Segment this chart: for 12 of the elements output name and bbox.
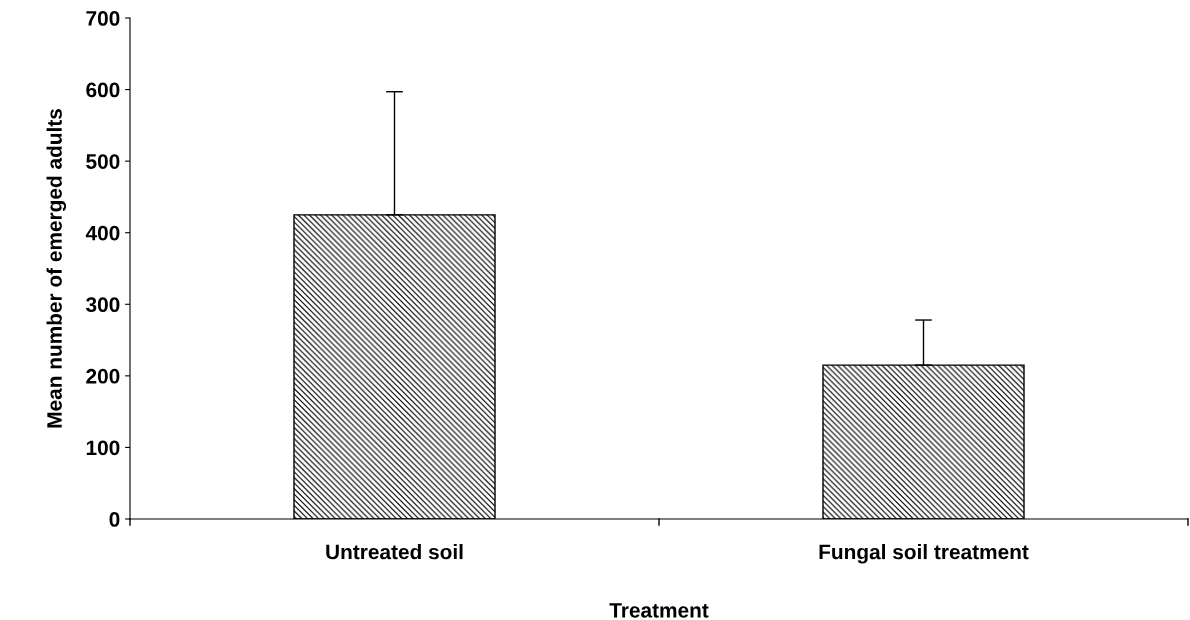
y-tick-label: 400 — [85, 225, 120, 241]
y-tick-label: 200 — [86, 368, 120, 384]
y-tick-label: 700 — [86, 11, 120, 26]
y-tick-label: 600 — [86, 82, 120, 98]
x-tick-label: Untreated soil — [326, 544, 463, 560]
y-axis-title: Mean number of emerged adults — [46, 109, 67, 428]
x-tick-label: Fungal soil treatment — [819, 544, 1029, 564]
y-tick-label: 500 — [86, 154, 120, 169]
y-tick-label: 0 — [109, 512, 120, 527]
y-tick-label: 100 — [86, 440, 120, 456]
x-axis-title: Treatment — [609, 603, 709, 618]
y-tick-label: 300 — [86, 297, 120, 313]
